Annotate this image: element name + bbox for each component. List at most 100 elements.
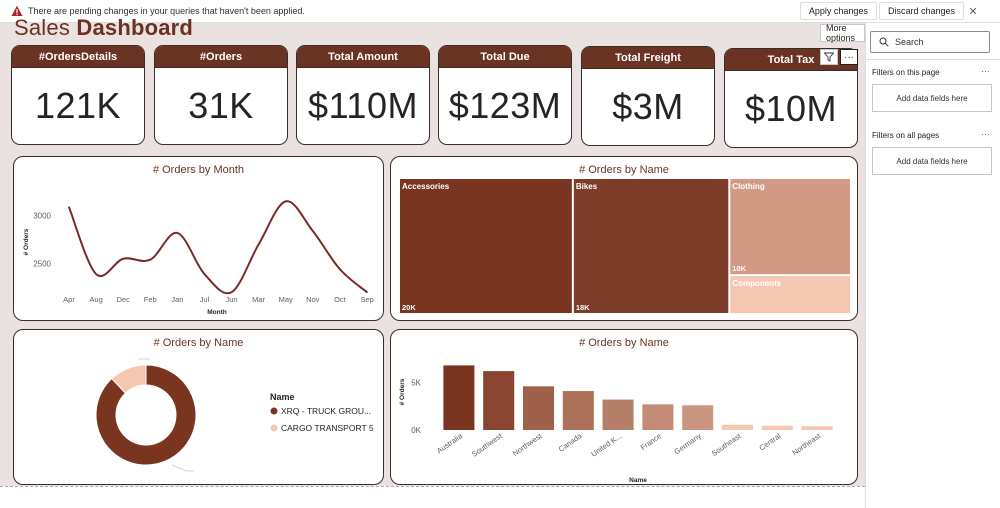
- legend-marker: [270, 424, 278, 432]
- data-point: [230, 291, 233, 294]
- pending-changes-bar: There are pending changes in your querie…: [0, 0, 1000, 23]
- bar: [761, 425, 793, 430]
- x-axis-label: Name: [629, 477, 647, 484]
- x-tick-label: Aug: [89, 295, 102, 304]
- chart-title: # Orders by Name: [579, 337, 669, 349]
- x-tick-label: Dec: [117, 295, 131, 304]
- kpi-card-total-freight[interactable]: Total Freight $3M: [581, 46, 715, 146]
- x-tick-label: May: [279, 295, 293, 304]
- treemap-tile: [572, 178, 730, 314]
- report-canvas: Sales Dashboard #OrdersDetails 121K #Ord…: [0, 15, 865, 508]
- data-point: [339, 268, 341, 271]
- treemap-tile-label: Accessories: [402, 182, 450, 191]
- treemap-chart: Accessories 20K Bikes 18K Clothing 10K Compone…: [399, 178, 851, 315]
- x-tick-label: Canada: [557, 431, 584, 454]
- kpi-card-total-amount[interactable]: Total Amount $110M: [296, 45, 430, 145]
- line-chart-card[interactable]: # Orders by Month 3000 2500 # Orders Month A…: [13, 156, 384, 321]
- x-tick-label: Jun: [225, 295, 237, 304]
- y-tick-label: 2500: [33, 260, 51, 269]
- page-title-bold: Dashboard: [76, 15, 194, 40]
- bar: [443, 365, 475, 430]
- kpi-label: Total Due: [439, 46, 571, 68]
- data-point: [312, 230, 314, 232]
- kpi-value: $3M: [612, 86, 684, 127]
- data-point: [95, 273, 97, 275]
- filters-search[interactable]: Search: [870, 31, 990, 53]
- treemap-value-label: 10K: [732, 264, 746, 273]
- leader-line: [171, 464, 194, 472]
- more-options-tooltip: More options: [820, 23, 865, 43]
- data-point: [366, 291, 368, 294]
- treemap-card[interactable]: # Orders by Name Accessories 20K Bikes 18K C…: [390, 156, 858, 321]
- line-chart: 3000 2500# Orders Month Apr Aug Dec Feb Jan Jul J…: [23, 200, 374, 316]
- data-point: [176, 232, 179, 234]
- search-icon: [879, 37, 889, 47]
- data-point: [257, 243, 260, 246]
- pending-changes-text: There are pending changes in your querie…: [28, 6, 305, 16]
- treemap-tile-label: Components: [732, 279, 781, 288]
- more-options-icon[interactable]: ···: [981, 66, 990, 76]
- close-icon[interactable]: ✕: [968, 5, 978, 18]
- kpi-card-total-due[interactable]: Total Due $123M: [438, 45, 572, 145]
- data-point: [203, 273, 206, 275]
- treemap-value-label: 18K: [576, 303, 590, 312]
- kpi-label: Total Freight: [582, 47, 714, 69]
- kpi-label: Total Amount: [297, 46, 429, 68]
- kpi-card-orders-details[interactable]: #OrdersDetails 121K: [11, 45, 145, 145]
- bar: [483, 371, 515, 430]
- filter-icon[interactable]: [820, 49, 838, 65]
- chart-title: # Orders by Name: [579, 164, 669, 176]
- filters-pane: Search Filters on this page ··· Add data…: [865, 23, 1000, 508]
- kpi-label: #Orders: [155, 46, 287, 68]
- bar: [721, 424, 754, 430]
- x-tick-label: France: [639, 431, 663, 452]
- all-pages-filter-drop-zone[interactable]: Add data fields here: [872, 147, 992, 175]
- data-point: [122, 257, 124, 260]
- treemap-tile-label: Bikes: [576, 182, 598, 191]
- chart-title: # Orders by Month: [152, 164, 245, 176]
- bar: [562, 391, 594, 430]
- divider: [866, 59, 1000, 60]
- treemap-value-label: 20K: [402, 303, 416, 312]
- data-point: [68, 206, 70, 208]
- data-point: [149, 258, 152, 261]
- x-tick-label: Jan: [171, 295, 183, 304]
- treemap-tile: [729, 178, 851, 276]
- y-tick-label: 0K: [411, 426, 421, 435]
- kpi-value: $123M: [448, 85, 562, 126]
- kpi-value: 31K: [188, 85, 254, 126]
- series-line: [68, 200, 368, 295]
- donut-chart-card[interactable]: # Orders by Name Name XRQ - TRUCK GROU...…: [13, 329, 384, 485]
- discard-changes-button[interactable]: Discard changes: [878, 2, 964, 20]
- apply-changes-button[interactable]: Apply changes: [799, 2, 877, 20]
- more-options-icon[interactable]: ···: [981, 129, 990, 139]
- legend-title: Name: [270, 392, 295, 402]
- filters-on-this-page-label: Filters on this page: [872, 68, 940, 77]
- y-tick-label: 5K: [411, 379, 421, 388]
- x-tick-label: Feb: [144, 295, 157, 304]
- visual-header: ···: [820, 49, 858, 65]
- bar-chart-card[interactable]: # Orders by Name 5K 0K # Orders Name Austral…: [390, 329, 858, 485]
- treemap-tile: [729, 275, 851, 315]
- bar: [602, 399, 634, 430]
- x-tick-label: Australia: [435, 431, 465, 456]
- donut-slice: [95, 364, 197, 466]
- x-tick-label: Apr: [63, 295, 75, 304]
- x-tick-label: Southeast: [710, 431, 744, 458]
- kpi-value: $10M: [744, 88, 838, 129]
- page-title: Sales Dashboard: [14, 15, 193, 41]
- legend-marker: [270, 407, 278, 415]
- filters-on-all-pages-label: Filters on all pages: [872, 131, 940, 140]
- more-options-icon[interactable]: ···: [840, 49, 858, 65]
- x-tick-label: Nov: [306, 295, 320, 304]
- bar: [642, 404, 674, 430]
- x-tick-label: Sep: [360, 295, 373, 304]
- x-tick-label: United K...: [589, 431, 623, 458]
- donut-slice: [111, 364, 147, 394]
- x-tick-label: Southwest: [470, 431, 505, 459]
- kpi-card-orders[interactable]: #Orders 31K: [154, 45, 288, 145]
- x-tick-label: Mar: [252, 295, 265, 304]
- legend-label: CARGO TRANSPORT 5: [281, 423, 374, 433]
- bar-chart: 5K 0K # Orders Name Australia Southwest Northw…: [399, 365, 833, 484]
- page-filter-drop-zone[interactable]: Add data fields here: [872, 84, 992, 112]
